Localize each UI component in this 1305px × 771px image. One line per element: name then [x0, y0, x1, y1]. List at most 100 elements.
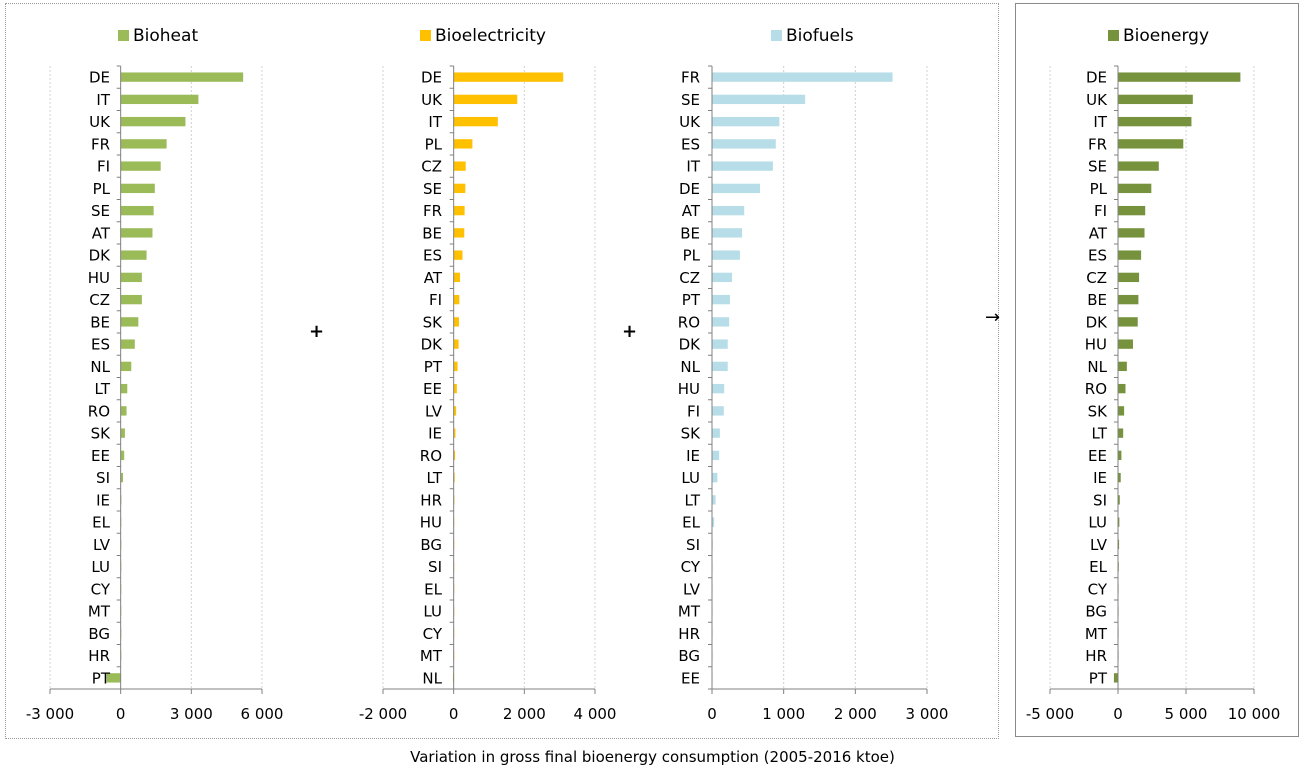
- category-label-hu: HU: [88, 269, 110, 287]
- bar-be: [712, 228, 743, 238]
- category-label-dk: DK: [421, 336, 444, 354]
- legend-swatch: [771, 30, 782, 41]
- bar-ee: [453, 383, 457, 394]
- bar-pl: [1118, 183, 1152, 194]
- category-label-ro: RO: [1085, 380, 1107, 398]
- bar-pt: [712, 294, 730, 305]
- x-tick-label: 2 000: [503, 705, 546, 723]
- category-label-hu: HU: [420, 514, 442, 532]
- category-label-dk: DK: [89, 247, 112, 265]
- bar-de: [1118, 72, 1241, 82]
- x-tick-label: -5 000: [1026, 705, 1074, 723]
- category-label-ro: RO: [88, 402, 110, 420]
- category-label-mt: MT: [420, 647, 443, 665]
- bar-cz: [1118, 272, 1140, 283]
- category-label-sk: SK: [91, 425, 112, 443]
- category-label-ie: IE: [686, 447, 700, 465]
- bar-it: [120, 94, 199, 105]
- category-label-at: AT: [424, 269, 443, 287]
- category-label-fi: FI: [1094, 202, 1107, 220]
- category-label-ee: EE: [423, 380, 442, 398]
- category-label-pt: PT: [424, 358, 443, 376]
- bar-de: [712, 183, 761, 194]
- bar-uk: [1118, 94, 1193, 105]
- x-tick-label: -3 000: [26, 705, 74, 723]
- category-label-es: ES: [1088, 247, 1107, 265]
- category-label-hr: HR: [678, 625, 700, 643]
- category-label-pt: PT: [1089, 669, 1108, 687]
- x-tick-label: 10 000: [1228, 705, 1281, 723]
- category-label-lt: LT: [427, 469, 443, 487]
- x-tick-label: 2 000: [834, 705, 877, 723]
- category-label-ie: IE: [428, 425, 442, 443]
- category-label-it: IT: [686, 158, 700, 176]
- category-label-uk: UK: [679, 113, 701, 131]
- category-label-lu: LU: [423, 603, 442, 621]
- category-label-fr: FR: [1088, 135, 1107, 153]
- bar-es: [120, 339, 135, 349]
- category-label-hr: HR: [1085, 647, 1107, 665]
- bar-ro: [453, 450, 456, 461]
- bar-se: [120, 205, 154, 216]
- bar-se: [1118, 161, 1159, 171]
- bar-lt: [453, 472, 455, 483]
- category-label-pl: PL: [683, 247, 701, 265]
- bar-sk: [712, 428, 720, 438]
- category-label-ie: IE: [1093, 469, 1107, 487]
- bar-ee: [1118, 450, 1122, 461]
- category-label-bg: BG: [1085, 603, 1107, 621]
- bar-dk: [453, 339, 459, 349]
- x-tick-label: 3 000: [906, 705, 949, 723]
- category-label-hr: HR: [88, 647, 110, 665]
- bar-se: [453, 183, 466, 194]
- category-label-lv: LV: [1090, 536, 1108, 554]
- chart-panel-bioheat: -3 000 0 3 000 6 000 DE IT UK FR FI PL SE AT DK HU CZ B…: [26, 26, 284, 723]
- bar-ie: [1118, 472, 1121, 483]
- category-label-el: EL: [92, 514, 110, 532]
- category-label-sk: SK: [681, 425, 702, 443]
- category-label-cy: CY: [91, 580, 111, 598]
- category-label-it: IT: [1093, 113, 1107, 131]
- category-label-dk: DK: [1086, 313, 1109, 331]
- category-label-cy: CY: [1088, 580, 1108, 598]
- bar-sk: [453, 317, 459, 327]
- bar-uk: [120, 116, 186, 127]
- bar-fi: [120, 161, 161, 171]
- legend-label: Bioenergy: [1123, 26, 1209, 46]
- category-label-el: EL: [1089, 558, 1107, 576]
- category-label-at: AT: [682, 202, 701, 220]
- category-label-fr: FR: [423, 202, 442, 220]
- x-tick-label: 3 000: [170, 705, 213, 723]
- total-panel-border: [1015, 3, 1299, 737]
- category-label-se: SE: [91, 202, 110, 220]
- bar-lt: [120, 383, 128, 394]
- plus-operator-2: +: [622, 321, 638, 342]
- category-label-hu: HU: [1085, 336, 1107, 354]
- category-label-at: AT: [1089, 224, 1108, 242]
- category-label-hr: HR: [420, 491, 442, 509]
- category-label-nl: NL: [90, 358, 110, 376]
- arrow-operator: →: [985, 307, 1001, 328]
- category-label-si: SI: [686, 536, 700, 554]
- bar-nl: [1118, 361, 1127, 372]
- legend-swatch: [420, 30, 431, 41]
- legend-swatch: [118, 30, 129, 41]
- bar-es: [712, 139, 776, 149]
- category-label-si: SI: [428, 558, 442, 576]
- bar-lt: [1118, 428, 1124, 438]
- category-label-lu: LU: [91, 558, 110, 576]
- bar-cz: [120, 294, 142, 305]
- category-label-cz: CZ: [89, 291, 110, 309]
- category-label-dk: DK: [679, 336, 702, 354]
- bar-ro: [1118, 383, 1126, 394]
- category-label-bg: BG: [88, 625, 110, 643]
- category-label-uk: UK: [421, 91, 443, 109]
- legend-swatch: [1108, 30, 1119, 41]
- bar-at: [1118, 228, 1145, 238]
- bar-fi: [712, 406, 724, 416]
- bar-es: [1118, 250, 1142, 260]
- category-label-fr: FR: [681, 69, 700, 87]
- bar-es: [453, 250, 463, 260]
- x-tick-label: 4 000: [574, 705, 617, 723]
